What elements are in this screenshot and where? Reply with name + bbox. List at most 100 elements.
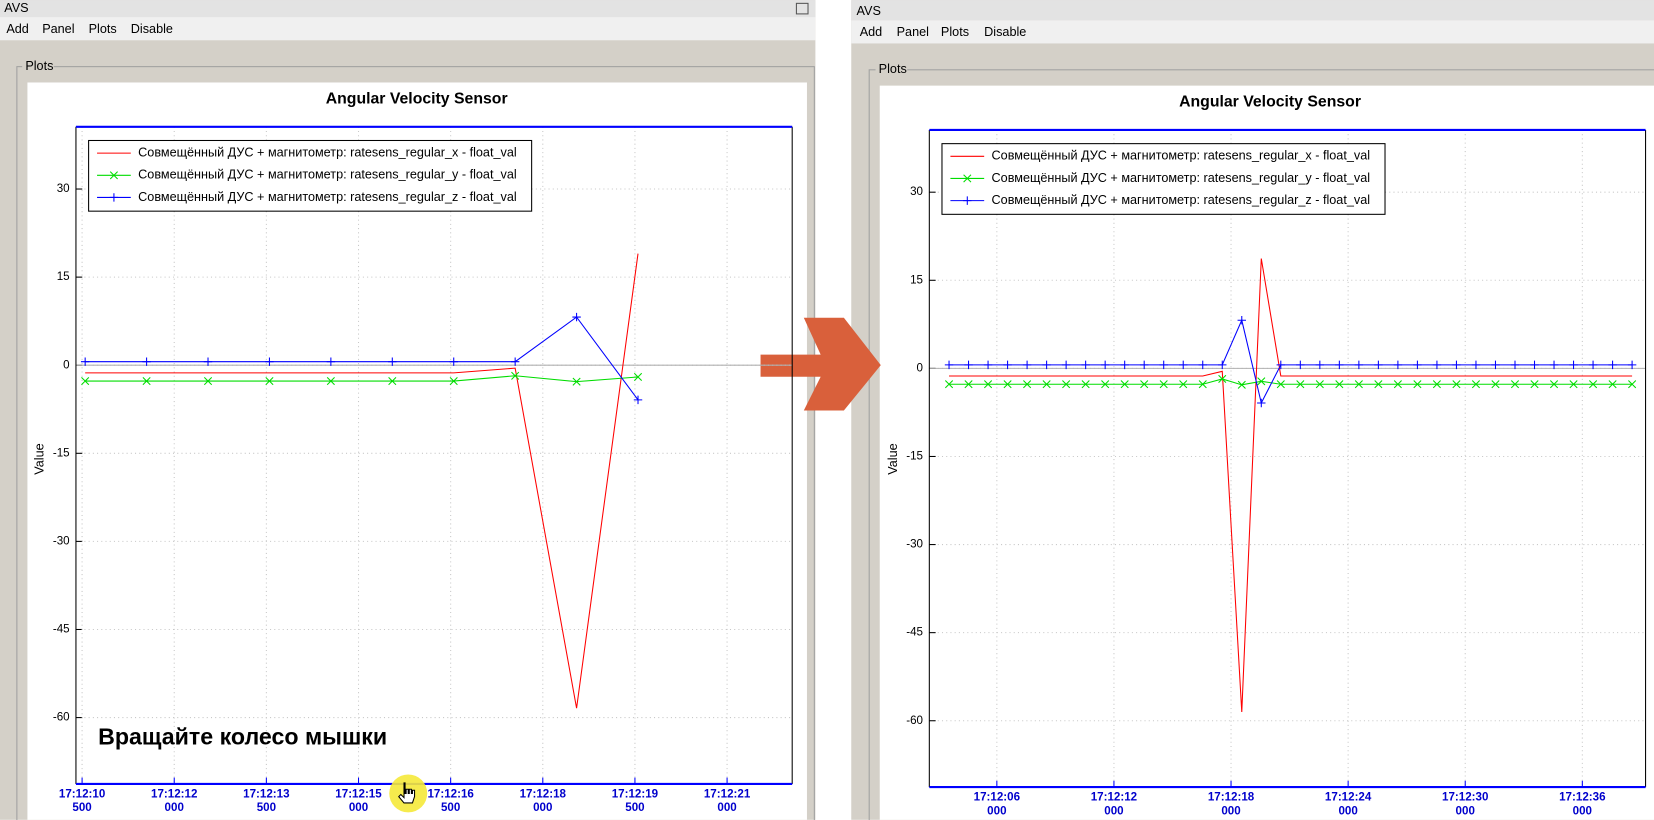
marker — [1081, 380, 1090, 389]
marker — [1276, 360, 1286, 370]
marker — [1588, 360, 1598, 370]
y-tick-label: 30 — [57, 182, 70, 195]
restore-button[interactable] — [795, 2, 809, 15]
marker — [983, 360, 993, 370]
y-tick-label: -60 — [53, 711, 70, 724]
marker — [388, 377, 397, 386]
chart-title: Angular Velocity Sensor — [326, 91, 508, 108]
menu-item[interactable]: Plots — [89, 22, 117, 36]
title-bar — [0, 0, 816, 18]
marker — [1061, 360, 1071, 370]
marker — [1413, 360, 1422, 370]
marker — [1218, 360, 1227, 370]
x-tick-label: 17:12:19 500 — [612, 788, 659, 815]
marker — [944, 380, 954, 389]
x-tick-label: 17:12:16 500 — [427, 788, 474, 815]
marker — [1549, 380, 1559, 389]
marker — [1569, 360, 1578, 370]
y-axis-label: Value — [32, 443, 46, 474]
group-label-bg — [22, 58, 54, 73]
marker — [265, 377, 274, 386]
marker — [1237, 315, 1246, 325]
marker — [81, 377, 90, 386]
marker — [1120, 380, 1129, 389]
series-line — [949, 258, 1633, 712]
marker — [1374, 380, 1383, 389]
marker — [1003, 380, 1012, 389]
marker — [1335, 380, 1344, 389]
y-tick-label: -30 — [53, 534, 70, 547]
marker — [1101, 380, 1110, 389]
x-tick-label: 17:12:21 000 — [704, 788, 751, 815]
hint-text: Вращайте колесо мышки — [98, 724, 387, 750]
marker — [1530, 360, 1539, 370]
marker — [572, 312, 581, 322]
marker — [142, 377, 151, 386]
menu-item[interactable]: Add — [860, 25, 883, 39]
marker — [1159, 380, 1168, 389]
marker — [1315, 360, 1325, 370]
marker — [1081, 360, 1090, 370]
chart-title: Angular Velocity Sensor — [1179, 94, 1361, 111]
marker — [1139, 360, 1149, 370]
marker — [1608, 360, 1617, 370]
group-frame — [16, 66, 815, 820]
marker — [1530, 380, 1539, 389]
marker — [944, 360, 954, 370]
marker — [1237, 380, 1246, 389]
window-title: AVS — [4, 1, 28, 15]
legend-label: Совмещённый ДУС + магнитометр: ratesens_… — [138, 190, 517, 204]
marker — [203, 377, 213, 386]
marker — [203, 357, 213, 366]
marker — [1471, 380, 1481, 389]
marker — [80, 357, 90, 366]
legend-marker — [109, 171, 118, 180]
marker — [1452, 380, 1461, 389]
marker — [1510, 360, 1520, 370]
marker — [1354, 360, 1364, 370]
x-tick-label: 17:12:18 000 — [1208, 791, 1255, 818]
title-bar — [851, 0, 1654, 21]
series-line — [85, 316, 639, 401]
menu-item[interactable]: Add — [6, 22, 29, 36]
x-tick-label: 17:12:36 000 — [1559, 791, 1606, 818]
menu-item[interactable]: Plots — [941, 25, 969, 39]
marker — [449, 357, 458, 366]
marker — [1276, 380, 1285, 389]
legend-marker — [963, 196, 972, 205]
menu-bar — [851, 20, 1654, 44]
menu-item[interactable]: Panel — [897, 25, 929, 39]
marker — [388, 357, 397, 366]
marker — [1315, 380, 1324, 389]
marker — [1432, 360, 1442, 370]
y-axis-label: Value — [886, 443, 900, 474]
cursor — [398, 782, 416, 804]
marker — [964, 380, 973, 389]
marker — [1452, 360, 1461, 370]
arrow — [760, 317, 881, 411]
group-label-bg — [875, 61, 908, 77]
marker — [1628, 380, 1637, 389]
marker — [1413, 380, 1422, 389]
marker — [1003, 360, 1012, 370]
marker — [265, 357, 274, 366]
marker — [1042, 360, 1051, 370]
marker — [964, 360, 973, 370]
marker — [1100, 360, 1110, 370]
x-tick-label: 17:12:15 000 — [335, 788, 382, 815]
marker — [1022, 360, 1032, 370]
menu-item[interactable]: Disable — [984, 25, 1026, 39]
legend-label: Совмещённый ДУС + магнитометр: ratesens_… — [992, 149, 1371, 163]
menu-bar — [0, 17, 816, 41]
marker — [1140, 380, 1149, 389]
menu-item[interactable]: Panel — [42, 22, 74, 36]
menu-item[interactable]: Disable — [131, 22, 173, 36]
legend-label: Совмещённый ДУС + магнитометр: ratesens_… — [138, 168, 517, 182]
y-tick-label: 15 — [910, 273, 923, 286]
marker — [1179, 360, 1188, 370]
marker — [1062, 380, 1071, 389]
marker — [1491, 380, 1500, 389]
marker — [1491, 360, 1500, 370]
marker — [449, 377, 458, 386]
